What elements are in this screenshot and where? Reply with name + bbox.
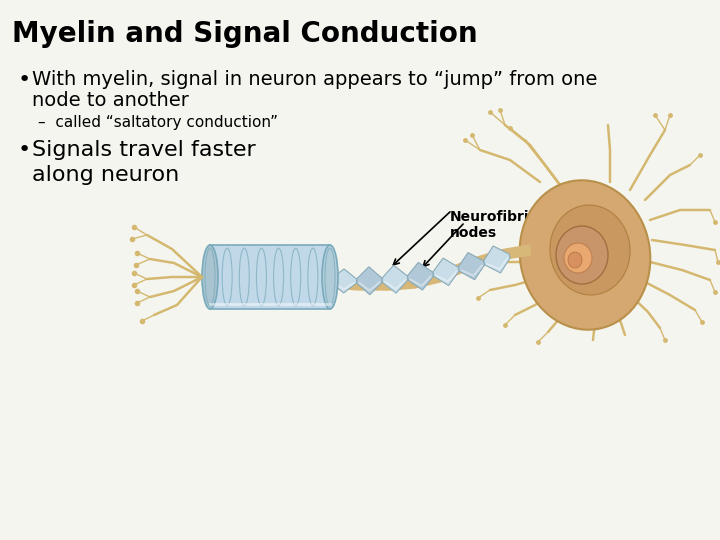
Text: Myelin and Signal Conduction: Myelin and Signal Conduction: [12, 20, 477, 48]
Text: along neuron: along neuron: [32, 165, 179, 185]
Ellipse shape: [322, 245, 338, 309]
Ellipse shape: [564, 243, 592, 273]
Polygon shape: [305, 268, 331, 292]
Ellipse shape: [550, 205, 630, 295]
Text: With myelin, signal in neuron appears to “jump” from one: With myelin, signal in neuron appears to…: [32, 70, 598, 89]
Polygon shape: [356, 267, 382, 295]
Ellipse shape: [556, 226, 608, 284]
Polygon shape: [433, 258, 459, 286]
Text: Neurofibril
nodes: Neurofibril nodes: [450, 210, 534, 240]
Polygon shape: [458, 253, 485, 280]
Ellipse shape: [568, 252, 582, 268]
Text: –  called “saltatory conduction”: – called “saltatory conduction”: [38, 115, 278, 130]
Text: node to another: node to another: [32, 91, 189, 110]
Ellipse shape: [520, 180, 650, 330]
Ellipse shape: [202, 245, 218, 309]
Polygon shape: [275, 245, 530, 290]
Polygon shape: [484, 246, 510, 273]
Polygon shape: [408, 262, 433, 290]
Polygon shape: [382, 265, 408, 293]
Text: Signals travel faster: Signals travel faster: [32, 140, 256, 160]
Polygon shape: [331, 269, 356, 293]
Text: •: •: [18, 140, 31, 160]
Text: •: •: [18, 70, 31, 90]
Bar: [210, 245, 330, 309]
